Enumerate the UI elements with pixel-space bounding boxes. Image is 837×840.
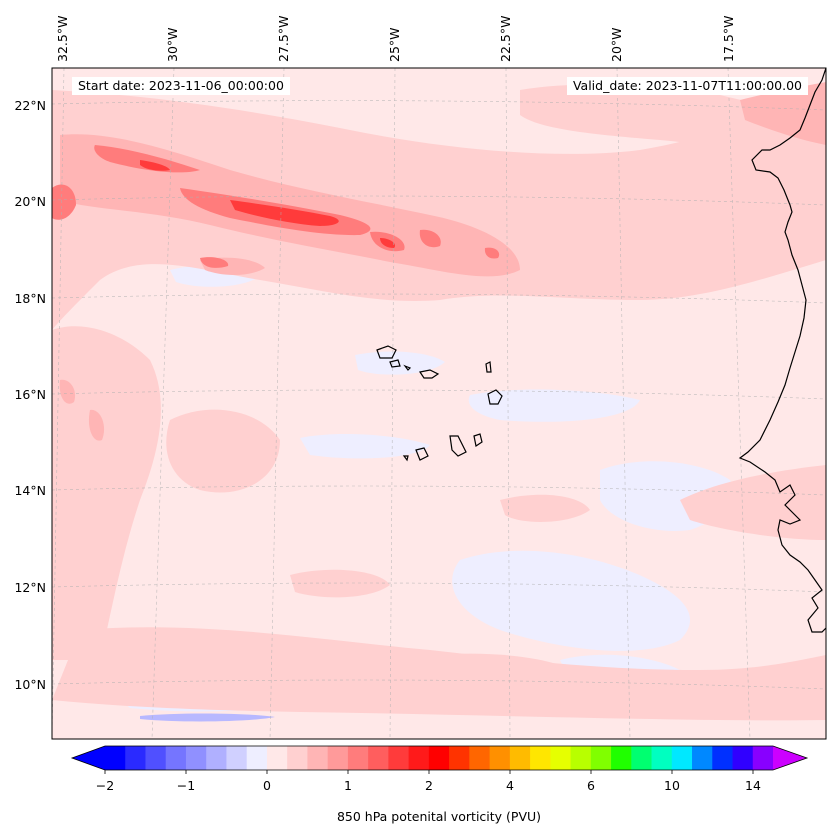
lat-tick-label: 22°N (14, 98, 46, 113)
colorbar-cell (408, 746, 430, 770)
lat-tick-label: 12°N (14, 580, 46, 595)
colorbar-cell (469, 746, 490, 770)
colorbar-cell (712, 746, 733, 770)
colorbar-tick-label: 2 (425, 778, 433, 793)
colorbar-under-arrow (72, 746, 105, 770)
lat-tick-label: 20°N (14, 194, 46, 209)
latitude-labels: 22°N 20°N 18°N 16°N 14°N 12°N 10°N (14, 98, 46, 692)
colorbar-label: 850 hPa potenital vorticity (PVU) (337, 809, 541, 824)
lon-tick-label: 22.5°W (498, 16, 513, 62)
lat-tick-label: 10°N (14, 677, 46, 692)
lon-tick-label: 17.5°W (721, 16, 736, 62)
colorbar-cell (165, 746, 187, 770)
map-frame (51, 67, 827, 740)
colorbar-cell (631, 746, 652, 770)
colorbar-cell (145, 746, 167, 770)
colorbar-cell (651, 746, 673, 770)
colorbar-ticks (104, 770, 754, 774)
colorbar-tick-label: 0 (263, 778, 271, 793)
colorbar-cell (368, 746, 389, 770)
colorbar: −2 −1 0 1 2 4 6 10 14 850 hPa potenital … (70, 745, 809, 824)
lon-tick-label: 20°W (609, 27, 624, 62)
colorbar-cell (347, 746, 369, 770)
colorbar-cell (266, 746, 288, 770)
colorbar-tick-label: 14 (745, 778, 761, 793)
colorbar-cell (388, 746, 410, 770)
colorbar-cell (428, 746, 450, 770)
colorbar-tick-label: −2 (96, 778, 114, 793)
colorbar-cell (185, 746, 207, 770)
colorbar-cell (125, 746, 146, 770)
colorbar-tick-label: −1 (177, 778, 195, 793)
pv-band-level-1 (52, 84, 826, 721)
lon-tick-label: 32.5°W (55, 16, 70, 62)
start-date-label: Start date: 2023-11-06_00:00:00 (72, 77, 290, 95)
colorbar-cell (570, 746, 592, 770)
colorbar-tick-label: 1 (344, 778, 352, 793)
lon-tick-label: 27.5°W (276, 16, 291, 62)
lon-tick-label: 30°W (165, 27, 180, 62)
colorbar-tick-label: 4 (506, 778, 514, 793)
african-coastline (738, 68, 826, 633)
graticule (52, 68, 826, 739)
colorbar-tick-label: 6 (587, 778, 595, 793)
colorbar-cell (611, 746, 632, 770)
colorbar-cell (489, 746, 511, 770)
valid-date-label: Valid_date: 2023-11-07T11:00:00.00 (566, 77, 808, 95)
colorbar-tick-label: 10 (664, 778, 680, 793)
colorbar-cell (449, 746, 470, 770)
colorbar-cell (752, 746, 774, 770)
colorbar-cell (550, 746, 571, 770)
lat-tick-label: 14°N (14, 483, 46, 498)
longitude-labels: 32.5°W 30°W 27.5°W 25°W 22.5°W 20°W 17.5… (55, 16, 736, 62)
colorbar-cell (590, 746, 612, 770)
colorbar-cell (671, 746, 693, 770)
colorbar-cell (692, 746, 713, 770)
colorbar-cell (226, 746, 248, 770)
colorbar-cell (732, 746, 754, 770)
lat-tick-label: 16°N (14, 387, 46, 402)
colorbar-cell (530, 746, 551, 770)
colorbar-cell (307, 746, 329, 770)
colorbar-tick-labels: −2 −1 0 1 2 4 6 10 14 (96, 778, 761, 793)
map-panel (52, 68, 826, 739)
lon-tick-label: 25°W (387, 27, 402, 62)
colorbar-cell (246, 746, 268, 770)
colorbar-cells (105, 746, 774, 770)
pv-band-level-4 (140, 160, 396, 248)
colorbar-cell (287, 746, 308, 770)
colorbar-cell (509, 746, 531, 770)
colorbar-cell (105, 746, 126, 770)
colorbar-cell (327, 746, 349, 770)
colorbar-cell (206, 746, 227, 770)
colorbar-over-arrow (773, 746, 807, 770)
cape-verde-islands (376, 345, 503, 462)
lat-tick-label: 18°N (14, 291, 46, 306)
